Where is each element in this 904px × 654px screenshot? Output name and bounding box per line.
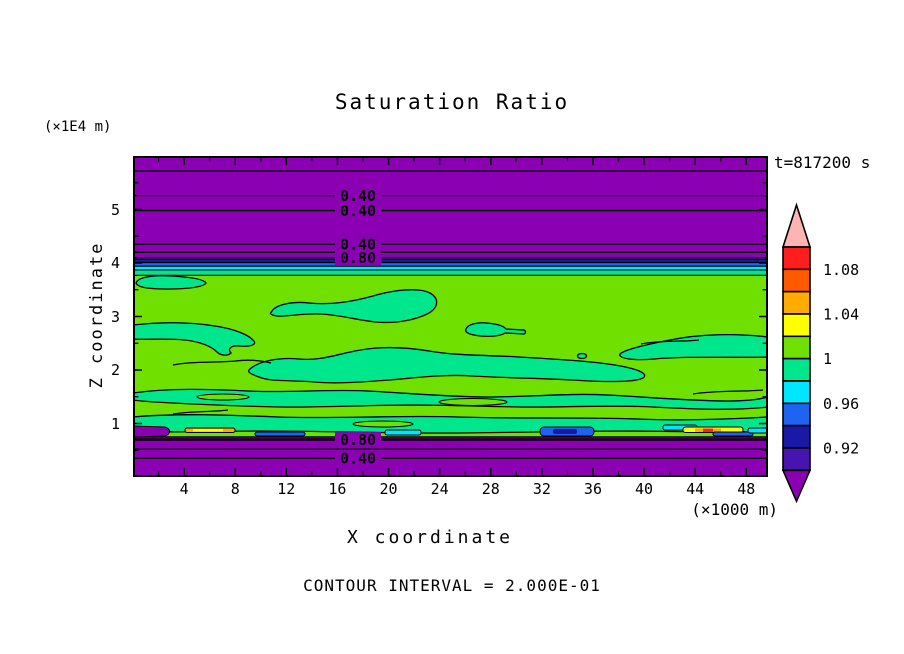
teal-blob	[576, 352, 588, 360]
contour-squiggle	[692, 389, 764, 395]
fill-band-cyan	[133, 266, 768, 270]
z-tick-label: 3	[110, 307, 120, 326]
colorbar-tick-label: 0.96	[823, 395, 859, 413]
teal-blob	[619, 333, 768, 361]
red-spot	[703, 428, 713, 432]
fill-band-purple	[133, 156, 768, 260]
contour-lines: 0.400.400.400.800.800.40	[133, 170, 768, 467]
contour-line-label: 0.40	[340, 449, 376, 467]
colorbar-cell-chartreuse	[782, 335, 811, 360]
x-tick-label: 28	[481, 480, 500, 498]
green-patch	[352, 420, 414, 428]
purple-patch	[133, 425, 170, 438]
teal-blob	[133, 322, 256, 356]
near-surface-patches	[133, 424, 768, 438]
cyan-patch	[384, 429, 422, 436]
contour-label-backing	[335, 203, 381, 219]
contour-squiggle	[640, 339, 700, 345]
contour-label-backing	[335, 250, 381, 266]
fill-band-navy	[133, 259, 768, 263]
saturation-098-100-blobs	[133, 275, 768, 434]
x-tick-label: 16	[328, 480, 347, 498]
teal-blob	[247, 346, 646, 384]
x-axis-title: X coordinate	[346, 527, 514, 548]
contour-label-backing	[335, 188, 381, 204]
z-tick-label: 2	[110, 361, 120, 379]
contour-line-label: 0.40	[340, 202, 376, 220]
x-tick-label: 12	[277, 480, 296, 498]
z-tick-label: 1	[110, 414, 120, 433]
contour-label-backing	[335, 432, 381, 448]
colorbar-cell-blue	[782, 402, 811, 427]
contour-line-label: 0.80	[340, 249, 376, 267]
colorbar-tick-label: 0.92	[823, 439, 859, 457]
x-tick-label: 24	[430, 480, 449, 498]
x-tick-label: 4	[179, 480, 189, 498]
colorbar-tick-label: 1.08	[823, 261, 859, 279]
yellow-streak	[193, 429, 223, 432]
colorbar-cell-cyan	[782, 380, 811, 405]
colorbar-tick-label: 1	[823, 350, 832, 368]
contour-line-label: 0.40	[340, 235, 376, 253]
colorbar-cell-navy	[782, 424, 811, 449]
x-tick-label: 8	[230, 480, 240, 498]
blue-streak	[712, 431, 754, 437]
contour-label-backing	[335, 236, 381, 252]
teal-blob	[270, 289, 438, 324]
blue-streak	[254, 431, 306, 437]
teal-blob	[465, 322, 527, 338]
contour-squiggle	[172, 409, 229, 415]
plot-title: Saturation Ratio	[334, 90, 570, 114]
teal-blob	[133, 414, 768, 434]
contour-squiggle	[172, 359, 272, 366]
green-patch	[438, 397, 508, 407]
x-axis-units-label: (×1000 m)	[691, 500, 778, 519]
z-tick-label: 4	[110, 254, 120, 272]
colorbar-under-arrow	[781, 469, 812, 504]
colorbar-cell-darkviolet	[782, 447, 811, 472]
x-tick-label: 40	[635, 480, 654, 498]
contour-line-label: 0.80	[340, 431, 376, 449]
colorbar-cell-springgreen	[782, 357, 811, 382]
fill-band-purple	[133, 436, 768, 477]
time-label: t=817200 s	[774, 153, 871, 172]
contour-line-label: 0.40	[340, 187, 376, 205]
x-tick-label: 20	[379, 480, 398, 498]
green-patch	[196, 393, 250, 401]
plot-border	[133, 156, 768, 477]
z-axis-units-label: (×1E4 m)	[44, 119, 112, 135]
x-tick-label: 32	[532, 480, 551, 498]
contour-interval-label: CONTOUR INTERVAL = 2.000E-01	[303, 576, 601, 595]
x-tick-label: 36	[583, 480, 602, 498]
colorbar-cell-yellow	[782, 313, 811, 338]
colorbar-cell-orangered	[782, 268, 811, 293]
contour-plot: 0.400.400.400.800.800.40	[133, 156, 768, 477]
x-tick-label: 44	[686, 480, 705, 498]
teal-blob	[135, 275, 207, 290]
x-tick-label: 48	[737, 480, 756, 498]
colorbar-cell-red	[782, 246, 811, 271]
colorbar-tick-label: 1.04	[823, 305, 859, 323]
contour-label-backing	[335, 450, 381, 466]
navy-patch	[553, 429, 577, 434]
colorbar-over-arrow	[781, 202, 812, 248]
fill-band-blue	[133, 262, 768, 267]
fill-band-springgreen	[133, 269, 768, 276]
z-tick-label: 5	[110, 200, 120, 219]
colorbar-cell-orange	[782, 290, 811, 315]
cyan-patch	[747, 427, 768, 434]
colorbar: 1.08 1.04 1 0.96 0.92	[781, 202, 859, 504]
